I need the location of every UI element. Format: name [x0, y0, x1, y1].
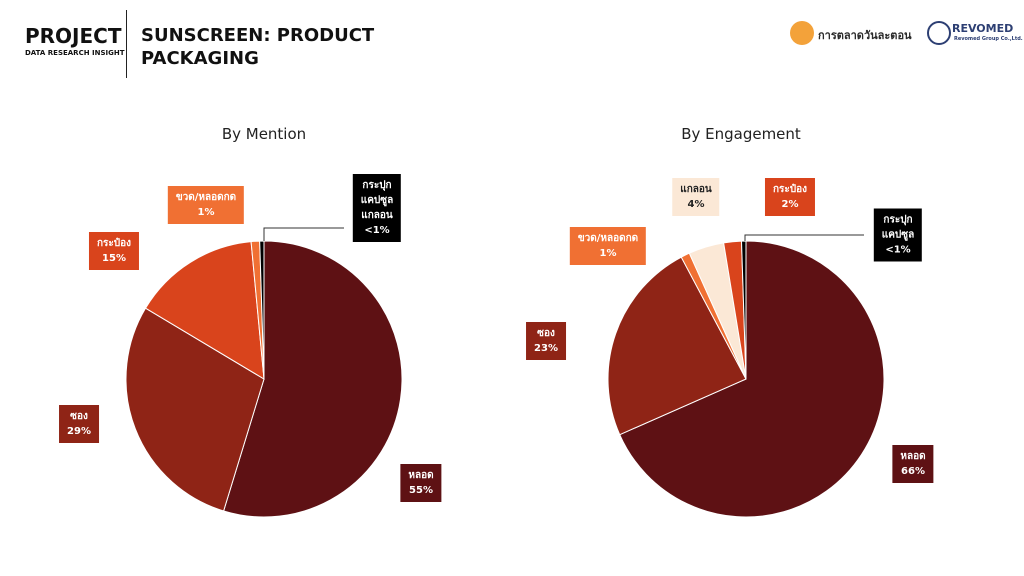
project-subtitle: DATA RESEARCH INSIGHT [25, 49, 125, 57]
label-value: 15% [102, 253, 126, 264]
slide-title: SUNSCREEN: PRODUCT PACKAGING [141, 25, 375, 69]
data-label: กระป๋อง 2% [764, 178, 816, 216]
logo-icon [790, 21, 814, 45]
data-label: ขวด/หลอดกด 1% [167, 186, 245, 224]
chart-title: By Mention [222, 125, 306, 143]
label-value: 66% [901, 466, 925, 477]
data-label: ซอง 29% [59, 405, 99, 443]
divider [126, 10, 127, 78]
label-category: กระปุก แคปซูล [881, 214, 915, 241]
data-label: หลอด 55% [400, 464, 442, 502]
data-label: กระปุก แคปซูล แกลอน <1% [352, 174, 402, 242]
data-label: กระปุก แคปซูล <1% [873, 208, 923, 262]
pie-slice [607, 256, 747, 436]
label-category: ขวด/หลอดกด [577, 233, 639, 244]
label-category: ซอง [70, 411, 88, 422]
pie-slice [740, 240, 747, 380]
label-category: หลอด [900, 451, 926, 462]
data-label: ขวด/หลอดกด 1% [569, 227, 647, 265]
leader-line [263, 227, 344, 241]
data-label: ซอง 23% [526, 322, 566, 360]
label-category: แกลอน [680, 184, 712, 195]
chart-title: By Engagement [681, 125, 801, 143]
pie-slice [144, 241, 265, 380]
brand-icon [927, 21, 951, 45]
label-category: กระปุก แคปซูล แกลอน [360, 180, 394, 221]
label-value: 1% [599, 248, 617, 259]
label-category: กระป๋อง [96, 238, 132, 249]
label-value: <1% [364, 225, 390, 236]
label-category: ซอง [537, 328, 555, 339]
label-value: <1% [885, 244, 911, 256]
label-value: 4% [687, 199, 705, 210]
data-label: กระป๋อง 15% [88, 232, 140, 270]
label-value: 55% [409, 485, 433, 496]
data-label: หลอด 66% [892, 445, 934, 483]
label-category: กระป๋อง [772, 184, 808, 195]
leader-line [744, 234, 864, 241]
label-category: หลอด [408, 470, 434, 481]
data-label: แกลอน 4% [672, 178, 720, 216]
logo-text: การตลาดวันละตอน [818, 29, 912, 42]
project-label: PROJECT [25, 24, 122, 48]
pie-slice [619, 240, 885, 518]
label-category: ขวด/หลอดกด [175, 192, 237, 203]
label-value: 29% [67, 426, 91, 437]
brand-name: REVOMED [952, 22, 1014, 35]
label-value: 2% [781, 199, 799, 210]
brand-subtitle: Revomed Group Co.,Ltd. [954, 36, 1023, 42]
label-value: 23% [534, 343, 558, 354]
label-value: 1% [197, 207, 215, 218]
pie-slice [222, 240, 403, 518]
